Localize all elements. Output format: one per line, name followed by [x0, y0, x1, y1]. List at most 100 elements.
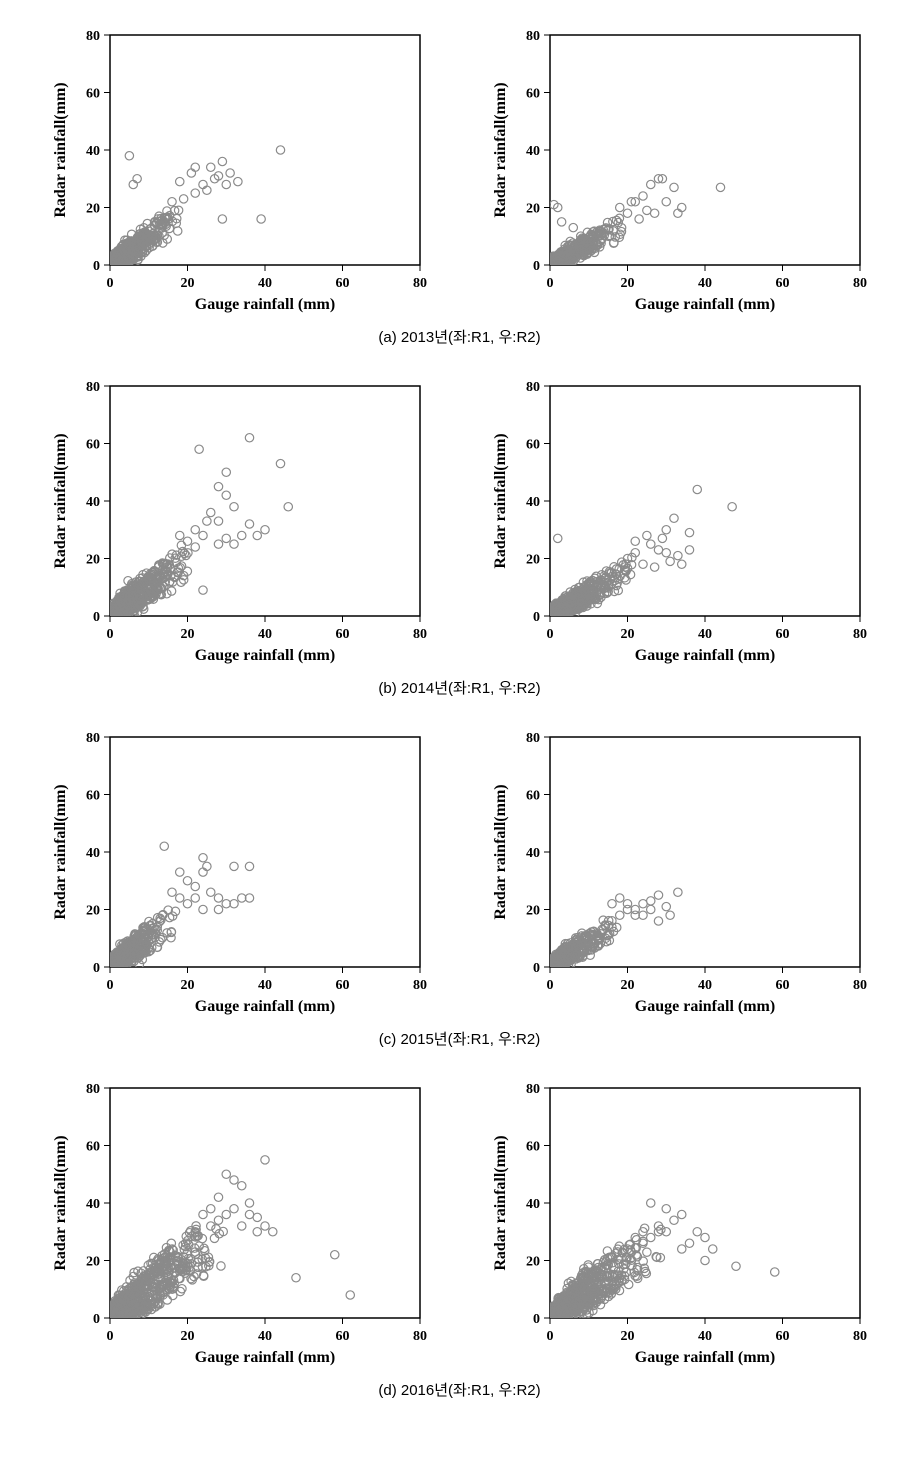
svg-text:20: 20	[180, 627, 194, 642]
svg-text:80: 80	[86, 29, 100, 44]
svg-text:20: 20	[86, 1255, 100, 1270]
svg-text:60: 60	[86, 1140, 100, 1155]
caption-d: (d) 2016년(좌:R1, 우:R2)	[10, 1379, 909, 1400]
svg-text:20: 20	[526, 553, 540, 568]
svg-text:Gauge rainfall (mm): Gauge rainfall (mm)	[634, 1349, 774, 1366]
svg-text:60: 60	[335, 627, 349, 642]
svg-text:60: 60	[86, 87, 100, 102]
svg-text:20: 20	[86, 553, 100, 568]
svg-text:80: 80	[853, 978, 867, 993]
svg-text:0: 0	[533, 961, 540, 976]
svg-text:80: 80	[86, 731, 100, 746]
chart-2013-r2: 020406080020406080Gauge rainfall (mm)Rad…	[480, 20, 880, 320]
svg-text:20: 20	[620, 978, 634, 993]
svg-text:20: 20	[526, 904, 540, 919]
svg-text:60: 60	[86, 789, 100, 804]
svg-text:0: 0	[546, 276, 553, 291]
chart-2014-r1: 020406080020406080Gauge rainfall (mm)Rad…	[40, 371, 440, 671]
svg-text:20: 20	[86, 202, 100, 217]
row-b: 0 20 40 60 80 0 20 40 60 80 Gauge rainfall (mm) Rad…	[10, 371, 909, 671]
svg-text:0: 0	[546, 978, 553, 993]
figure-container: 0 20 40 60 80 0 20 40 60 80 Gauge rainfall (mm) Rad…	[10, 20, 909, 1400]
svg-text:40: 40	[698, 978, 712, 993]
svg-text:0: 0	[106, 627, 113, 642]
svg-text:20: 20	[620, 627, 634, 642]
svg-text:0: 0	[93, 1312, 100, 1327]
svg-text:40: 40	[526, 846, 540, 861]
svg-text:0: 0	[533, 1312, 540, 1327]
svg-text:80: 80	[526, 29, 540, 44]
svg-text:40: 40	[258, 978, 272, 993]
svg-text:40: 40	[698, 1329, 712, 1344]
svg-text:60: 60	[335, 276, 349, 291]
svg-text:0: 0	[106, 978, 113, 993]
svg-text:60: 60	[86, 438, 100, 453]
svg-text:Radar rainfall(mm): Radar rainfall(mm)	[52, 784, 69, 919]
svg-text:40: 40	[526, 495, 540, 510]
chart-2015-r2: 0 20 40 60 80 0 20 40 60 80 Gauge rainfall (mm) Rad…	[480, 722, 880, 1022]
caption-b: (b) 2014년(좌:R1, 우:R2)	[10, 677, 909, 698]
svg-text:0: 0	[93, 610, 100, 625]
svg-text:20: 20	[180, 1329, 194, 1344]
svg-text:Gauge rainfall (mm): Gauge rainfall (mm)	[194, 647, 334, 664]
svg-text:20: 20	[526, 1255, 540, 1270]
svg-text:40: 40	[86, 846, 100, 861]
svg-text:60: 60	[526, 87, 540, 102]
svg-text:80: 80	[413, 276, 427, 291]
chart-2014-r2: 020406080020406080Gauge rainfall (mm)Rad…	[480, 371, 880, 671]
svg-text:Gauge rainfall (mm): Gauge rainfall (mm)	[194, 998, 334, 1015]
svg-text:60: 60	[775, 978, 789, 993]
svg-text:40: 40	[526, 144, 540, 159]
svg-text:Radar rainfall(mm): Radar rainfall(mm)	[492, 1135, 509, 1270]
svg-text:60: 60	[526, 789, 540, 804]
svg-text:80: 80	[86, 1082, 100, 1097]
svg-text:0: 0	[93, 259, 100, 274]
svg-text:80: 80	[413, 627, 427, 642]
svg-text:Radar rainfall(mm): Radar rainfall(mm)	[492, 433, 509, 568]
svg-text:80: 80	[86, 380, 100, 395]
svg-text:0: 0	[533, 610, 540, 625]
svg-text:80: 80	[526, 380, 540, 395]
svg-text:60: 60	[775, 276, 789, 291]
svg-text:20: 20	[526, 202, 540, 217]
svg-text:0: 0	[546, 627, 553, 642]
svg-text:0: 0	[546, 1329, 553, 1344]
svg-text:Radar rainfall(mm): Radar rainfall(mm)	[52, 82, 69, 217]
svg-text:Radar rainfall(mm): Radar rainfall(mm)	[492, 784, 509, 919]
svg-text:40: 40	[258, 1329, 272, 1344]
row-a: 0 20 40 60 80 0 20 40 60 80 Gauge rainfall (mm) Rad…	[10, 20, 909, 320]
chart-2016-r1: 020406080020406080Gauge rainfall (mm)Rad…	[40, 1073, 440, 1373]
svg-text:Gauge rainfall (mm): Gauge rainfall (mm)	[634, 647, 774, 664]
row-d: 0 20 40 60 80 0 20 40 60 80 Gauge rainfall (mm) Rad…	[10, 1073, 909, 1373]
row-c: 0 20 40 60 80 0 20 40 60 80 Gauge rainfall (mm) Rad…	[10, 722, 909, 1022]
svg-text:Gauge rainfall (mm): Gauge rainfall (mm)	[634, 296, 774, 313]
caption-a: (a) 2013년(좌:R1, 우:R2)	[10, 326, 909, 347]
svg-text:60: 60	[526, 438, 540, 453]
svg-text:80: 80	[413, 978, 427, 993]
chart-2016-r2: 020406080020406080Gauge rainfall (mm)Rad…	[480, 1073, 880, 1373]
svg-text:80: 80	[413, 1329, 427, 1344]
svg-text:Radar rainfall(mm): Radar rainfall(mm)	[492, 82, 509, 217]
svg-text:60: 60	[775, 627, 789, 642]
svg-text:40: 40	[86, 495, 100, 510]
svg-text:Gauge rainfall (mm): Gauge rainfall (mm)	[634, 998, 774, 1015]
svg-text:40: 40	[526, 1197, 540, 1212]
chart-2013-r1: 0 20 40 60 80 0 20 40 60 80 Gauge rainfall (mm) Rad…	[40, 20, 440, 320]
svg-text:40: 40	[86, 144, 100, 159]
svg-text:60: 60	[335, 978, 349, 993]
svg-text:40: 40	[86, 1197, 100, 1212]
svg-text:Gauge rainfall (mm): Gauge rainfall (mm)	[194, 296, 334, 313]
svg-text:0: 0	[106, 276, 113, 291]
svg-text:60: 60	[526, 1140, 540, 1155]
svg-text:20: 20	[180, 276, 194, 291]
svg-text:80: 80	[526, 731, 540, 746]
svg-text:Radar rainfall(mm): Radar rainfall(mm)	[52, 1135, 69, 1270]
svg-text:40: 40	[698, 627, 712, 642]
svg-text:20: 20	[620, 1329, 634, 1344]
svg-text:60: 60	[775, 1329, 789, 1344]
caption-c: (c) 2015년(좌:R1, 우:R2)	[10, 1028, 909, 1049]
svg-text:20: 20	[86, 904, 100, 919]
svg-text:80: 80	[526, 1082, 540, 1097]
svg-text:Radar rainfall(mm): Radar rainfall(mm)	[52, 433, 69, 568]
svg-text:40: 40	[258, 276, 272, 291]
